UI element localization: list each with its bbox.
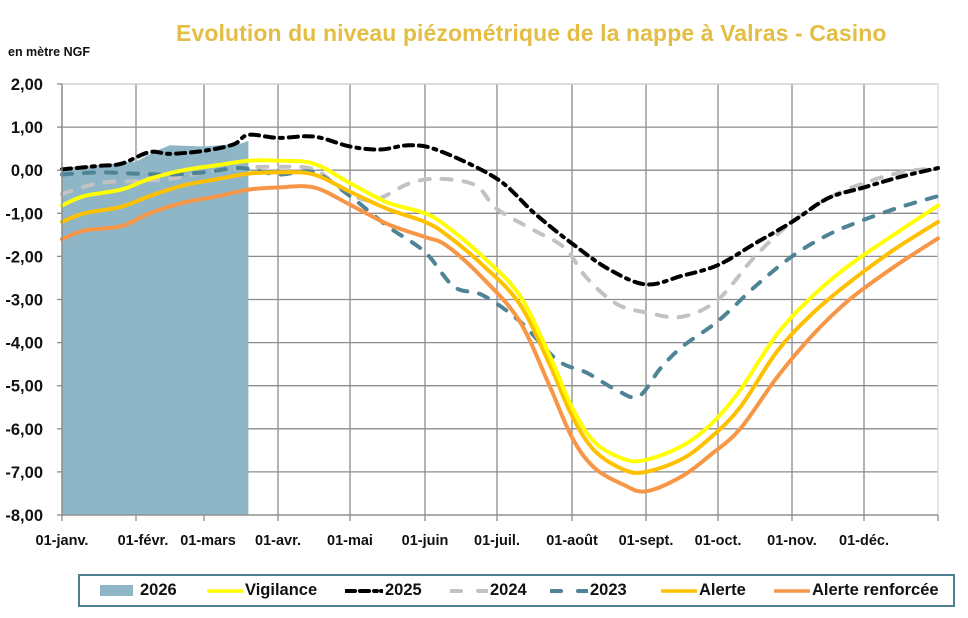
y-tick-label: 1,00 — [11, 119, 43, 137]
y-tick-label: 0,00 — [11, 162, 43, 180]
legend-label: Vigilance — [245, 581, 318, 599]
legend-item-alerte-renforcee: Alerte renforcée — [774, 576, 939, 605]
x-tick-label: 01-nov. — [767, 533, 817, 549]
legend-swatch-2023 — [550, 588, 588, 593]
legend-item-2024: 2024 — [450, 576, 527, 605]
legend-label: Alerte renforcée — [812, 581, 939, 599]
x-tick-label: 01-août — [546, 533, 598, 549]
x-tick-labels: 01-janv. 01-févr. 01-mars 01-avr. 01-mai 01-j… — [36, 533, 889, 549]
legend-item-alerte: Alerte — [661, 576, 746, 605]
x-tick-label: 01-avr. — [255, 533, 301, 549]
legend-swatch-2025 — [345, 588, 383, 593]
y-tick-label: -6,00 — [5, 421, 43, 439]
series-line-alerte-renforcee — [60, 184, 940, 494]
legend-swatch-2026 — [100, 585, 133, 596]
legend-label: 2026 — [140, 581, 177, 599]
legend-swatch-2024 — [450, 588, 488, 593]
series-line-alerte — [60, 170, 940, 475]
x-tick-label: 01-mai — [327, 533, 373, 549]
x-tick-label: 01-févr. — [118, 533, 169, 549]
series-line-2025 — [60, 132, 940, 287]
legend-item-2025: 2025 — [345, 576, 422, 605]
y-tick-label: -3,00 — [5, 292, 43, 310]
legend-label: Alerte — [699, 581, 746, 599]
legend-item-2023: 2023 — [550, 576, 627, 605]
y-tick-label: -1,00 — [5, 205, 43, 223]
legend-label: 2023 — [590, 581, 627, 599]
x-tick-label: 01-mars — [180, 533, 236, 549]
legend-label: 2024 — [490, 581, 527, 599]
x-tick-label: 01-sept. — [619, 533, 674, 549]
legend-item-2026: 2026 — [100, 576, 177, 605]
series-line-vigilance — [60, 158, 940, 464]
legend-label: 2025 — [385, 581, 422, 599]
y-tick-label: -4,00 — [5, 335, 43, 353]
y-tick-labels: 2,00 1,00 0,00 -1,00 -2,00 -3,00 -4,00 -5,00 -6,… — [5, 76, 43, 525]
axes — [57, 83, 939, 521]
area-layer — [62, 140, 249, 515]
legend-swatch-alerte-renforcee — [774, 588, 810, 593]
legend-item-vigilance: Vigilance — [207, 576, 317, 605]
chart-plot: 2,00 1,00 0,00 -1,00 -2,00 -3,00 -4,00 -5,00 -6,… — [5, 76, 940, 549]
chart-title: Evolution du niveau piézométrique de la … — [176, 20, 887, 46]
y-tick-label: -8,00 — [5, 507, 43, 525]
y-tick-label: -7,00 — [5, 464, 43, 482]
x-tick-label: 01-oct. — [695, 533, 742, 549]
legend-swatch-vigilance — [207, 588, 243, 593]
y-tick-label: -2,00 — [5, 248, 43, 266]
series-area-2026 — [62, 140, 249, 515]
y-tick-label: 2,00 — [11, 76, 43, 94]
series-lines — [60, 132, 940, 494]
y-tick-label: -5,00 — [5, 378, 43, 396]
x-tick-label: 01-juil. — [474, 533, 520, 549]
legend-swatch-alerte — [661, 588, 697, 593]
chart-legend: 2026 Vigilance 2025 2024 2023 Alerte Ale… — [78, 574, 955, 607]
x-tick-label: 01-juin — [402, 533, 449, 549]
x-tick-label: 01-janv. — [36, 533, 89, 549]
y-axis-unit-label: en mètre NGF — [8, 45, 90, 59]
x-tick-label: 01-déc. — [839, 533, 889, 549]
